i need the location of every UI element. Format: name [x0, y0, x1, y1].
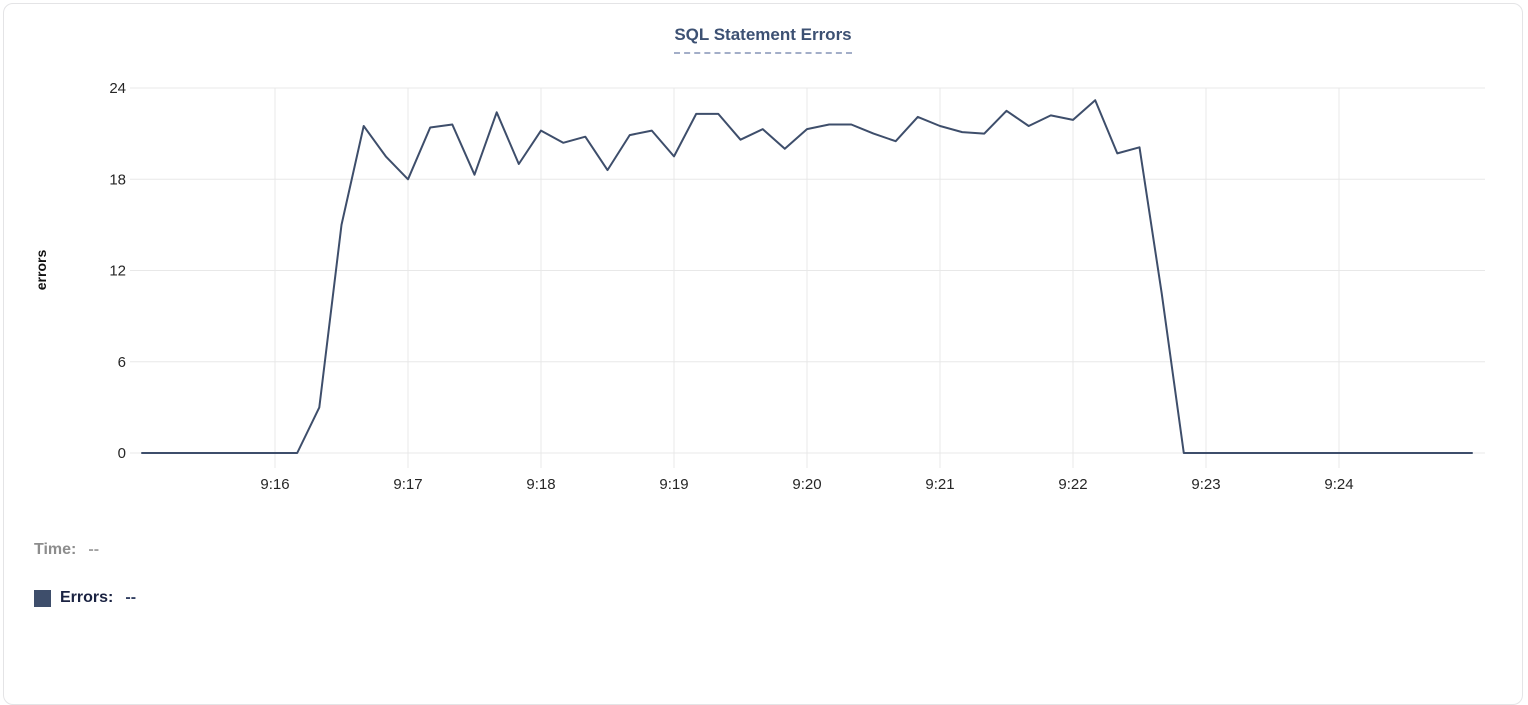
- x-tick-label: 9:22: [1058, 476, 1087, 493]
- errors-readout-label: Errors:: [60, 589, 114, 606]
- errors-series-line: [141, 99, 1473, 454]
- x-tick-label: 9:17: [393, 476, 422, 493]
- x-tick-label: 9:21: [925, 476, 954, 493]
- x-tick-label: 9:24: [1324, 476, 1353, 493]
- y-axis-label: errors: [33, 250, 49, 291]
- chart-header: SQL Statement Errors: [4, 4, 1522, 54]
- y-tick-label: 0: [118, 445, 126, 462]
- chart-title[interactable]: SQL Statement Errors: [674, 24, 852, 54]
- x-tick-label: 9:20: [792, 476, 821, 493]
- chart-card: SQL Statement Errors 0 6 12 18 24 9:16 9:17 9:1…: [3, 3, 1523, 705]
- errors-legend-swatch-icon: [34, 589, 51, 607]
- errors-line-chart[interactable]: 0 6 12 18 24 9:16 9:17 9:18 9:19 9:20 9:21 9:22 9:23…: [4, 58, 1522, 503]
- x-tick-label: 9:18: [526, 476, 555, 493]
- y-tick-label: 24: [109, 80, 126, 97]
- time-readout-value: --: [88, 541, 100, 558]
- time-readout-row: Time: --: [34, 539, 1522, 561]
- errors-readout-row: Errors: --: [34, 587, 1522, 609]
- y-tick-label: 18: [109, 171, 126, 188]
- hover-readout: Time: -- Errors: --: [4, 539, 1522, 609]
- errors-readout-value: --: [125, 589, 137, 606]
- x-tick-label: 9:16: [260, 476, 289, 493]
- x-tick-label: 9:23: [1191, 476, 1220, 493]
- y-tick-label: 12: [109, 263, 126, 280]
- y-tick-label: 6: [118, 354, 126, 371]
- plot-hover-area[interactable]: [130, 88, 1485, 468]
- time-readout-label: Time:: [34, 541, 77, 558]
- x-tick-label: 9:19: [659, 476, 688, 493]
